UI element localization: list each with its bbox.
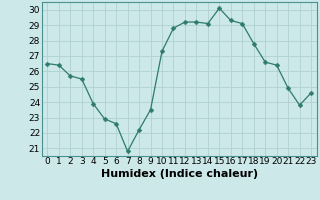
X-axis label: Humidex (Indice chaleur): Humidex (Indice chaleur) — [100, 169, 258, 179]
